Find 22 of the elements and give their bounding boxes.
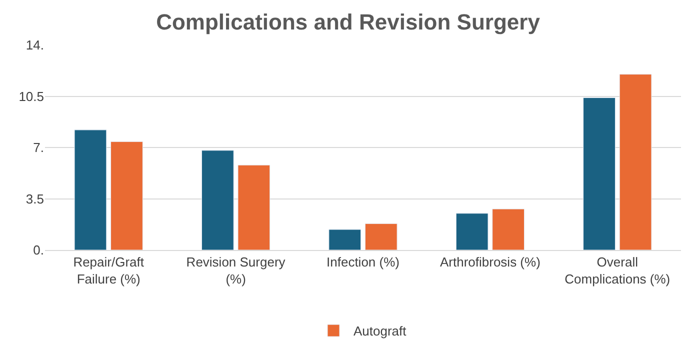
chart-title: Complications and Revision Surgery: [156, 10, 541, 35]
bar: [619, 74, 652, 250]
y-tick-label: 7.: [33, 140, 44, 156]
bar: [364, 223, 398, 250]
bar: [238, 164, 270, 250]
y-tick-label: 14.: [26, 38, 44, 53]
bar: [492, 208, 525, 250]
x-tick-label: Overall Complications (%): [564, 254, 670, 286]
bar: [110, 141, 143, 250]
bar: [74, 130, 107, 250]
y-tick-label: 0.: [33, 242, 44, 258]
bar: [201, 150, 234, 250]
x-tick-label: Revision Surgery (%): [186, 254, 286, 286]
legend-label: Autograft: [354, 324, 407, 339]
y-tick-label: 3.5: [26, 191, 44, 206]
x-tick-label: Arthrofibrosis (%): [440, 254, 540, 270]
x-tick-label: Repair/Graft Failure (%): [73, 254, 144, 286]
bar: [583, 97, 616, 250]
bar: [328, 229, 362, 250]
y-tick-label: 10.5: [18, 88, 44, 104]
x-tick-label: Infection (%): [326, 254, 400, 270]
bar: [456, 213, 488, 250]
